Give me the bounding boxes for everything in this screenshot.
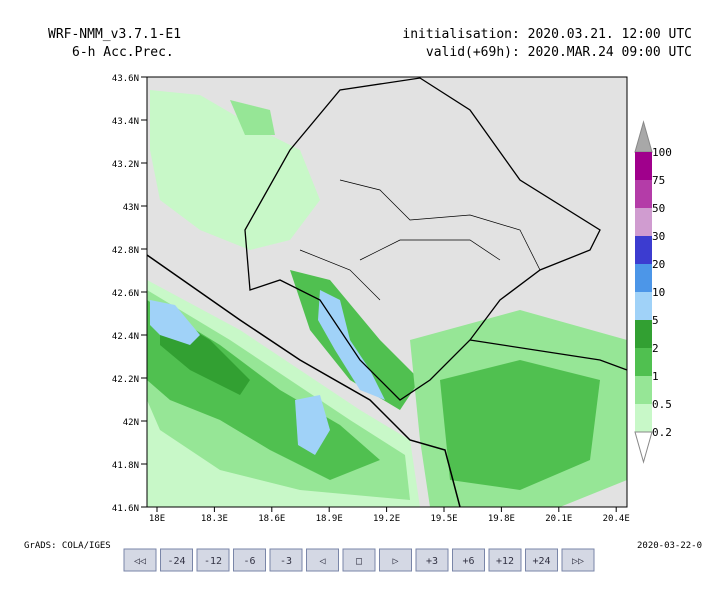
lat-label: 43N	[123, 203, 139, 213]
button-label: +6	[462, 556, 474, 567]
lat-label: 42.2N	[112, 375, 139, 385]
button-label: ◁◁	[134, 556, 146, 567]
colorbar-swatch	[635, 152, 652, 180]
colorbar-label: 30	[652, 230, 665, 243]
button-label: ◁	[319, 556, 325, 567]
colorbar-label: 5	[652, 314, 659, 327]
button-label: +24	[532, 556, 550, 567]
colorbar-label: 100	[652, 146, 672, 159]
field-name: 6-h Acc.Prec.	[72, 45, 174, 60]
button-face	[488, 548, 522, 572]
button-face	[196, 548, 230, 572]
lat-label: 43.4N	[112, 117, 139, 127]
nav-button[interactable]: ▷▷	[561, 548, 595, 572]
nav-button[interactable]: -3	[269, 548, 303, 572]
lat-label: 42.8N	[112, 246, 139, 256]
nav-button[interactable]: ◁◁	[123, 548, 157, 572]
lon-label: 20.1E	[545, 514, 572, 524]
map	[146, 76, 628, 508]
lon-label: 18.9E	[316, 514, 343, 524]
colorbar-swatch	[635, 292, 652, 320]
lon-label: 19.5E	[430, 514, 457, 524]
nav-button[interactable]: -6	[233, 548, 266, 572]
button-label: -6	[243, 556, 255, 567]
nav-button[interactable]: ▷	[379, 548, 412, 572]
colorbar-label: 75	[652, 174, 665, 187]
colorbar-swatch	[635, 404, 652, 432]
colorbar-label: 10	[652, 286, 665, 299]
button-face	[123, 548, 157, 572]
colorbar-label: 50	[652, 202, 665, 215]
colorbar-label: 20	[652, 258, 665, 271]
colorbar-swatch	[635, 264, 652, 292]
lat-label: 42N	[123, 418, 139, 428]
nav-button[interactable]: □	[342, 548, 376, 572]
button-face	[415, 548, 449, 572]
button-label: +3	[426, 556, 438, 567]
footer-left: GrADS: COLA/IGES	[24, 541, 111, 551]
button-face	[379, 548, 412, 572]
colorbar-swatch	[635, 180, 652, 208]
lon-label: 18.3E	[201, 514, 228, 524]
button-label: -24	[167, 556, 185, 567]
lat-label: 41.8N	[112, 461, 139, 471]
colorbar-label: 0.2	[652, 426, 672, 439]
colorbar-label: 2	[652, 342, 659, 355]
button-face	[525, 548, 558, 572]
button-label: -3	[280, 556, 292, 567]
button-label: +12	[496, 556, 514, 567]
lat-label: 43.2N	[112, 160, 139, 170]
lat-label: 42.6N	[112, 289, 139, 299]
colorbar-label: 1	[652, 370, 659, 383]
lon-label: 19.8E	[488, 514, 515, 524]
button-face	[342, 548, 376, 572]
button-face	[306, 548, 339, 572]
lon-label: 18.6E	[258, 514, 285, 524]
nav-button[interactable]: +3	[415, 548, 449, 572]
button-face	[561, 548, 595, 572]
nav-button[interactable]: -12	[196, 548, 230, 572]
nav-button[interactable]: +24	[525, 548, 558, 572]
nav-button[interactable]: -24	[160, 548, 193, 572]
lon-label: 18E	[149, 514, 165, 524]
nav-button[interactable]: +6	[452, 548, 485, 572]
button-face	[269, 548, 303, 572]
footer-right: 2020-03-22-0	[637, 541, 702, 551]
button-face	[233, 548, 266, 572]
model-name: WRF-NMM_v3.7.1-E1	[48, 27, 181, 42]
nav-button[interactable]: +12	[488, 548, 522, 572]
lat-label: 42.4N	[112, 332, 139, 342]
button-label: -12	[204, 556, 222, 567]
lat-label: 41.6N	[112, 504, 139, 514]
lon-label: 19.2E	[373, 514, 400, 524]
lat-label: 43.6N	[112, 74, 139, 84]
colorbar-label: 0.5	[652, 398, 672, 411]
lon-label: 20.4E	[603, 514, 630, 524]
valid-time: valid(+69h): 2020.MAR.24 09:00 UTC	[426, 45, 692, 60]
button-face	[452, 548, 485, 572]
button-label: □	[356, 556, 362, 567]
colorbar-swatch	[635, 320, 652, 348]
init-time: initialisation: 2020.03.21. 12:00 UTC	[402, 27, 692, 42]
nav-button[interactable]: ◁	[306, 548, 339, 572]
colorbar-swatch	[635, 236, 652, 264]
colorbar-swatch	[635, 376, 652, 404]
button-label: ▷▷	[572, 556, 584, 567]
button-label: ▷	[392, 556, 398, 567]
colorbar-top	[634, 120, 653, 153]
colorbar-bottom	[634, 431, 653, 464]
colorbar-swatch	[635, 208, 652, 236]
colorbar-swatch	[635, 348, 652, 376]
button-face	[160, 548, 193, 572]
